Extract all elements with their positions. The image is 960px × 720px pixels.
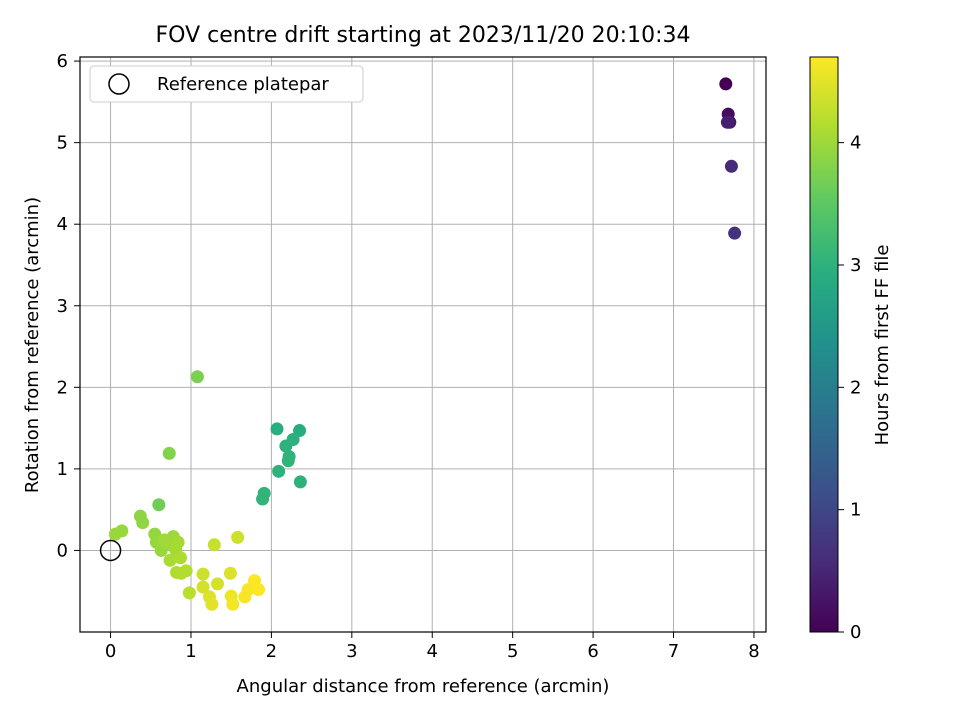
data-point: [174, 551, 188, 565]
data-point: [162, 446, 176, 460]
grid-lines: [80, 57, 766, 632]
y-tick-label: 5: [57, 133, 68, 154]
chart-title: FOV centre drift starting at 2023/11/20 …: [156, 23, 691, 48]
colorbar-label: Hours from first FF file: [872, 245, 893, 446]
y-tick-label: 1: [57, 459, 68, 480]
colorbar-tick-label: 0: [850, 622, 861, 643]
legend-entry-label: Reference platepar: [157, 74, 329, 95]
data-point: [293, 424, 307, 438]
colorbar-ticks: 0 1 2 3 4: [838, 133, 861, 643]
data-point: [182, 586, 196, 600]
x-tick-label: 2: [266, 641, 277, 662]
data-point: [108, 527, 122, 541]
colorbar-tick-label: 2: [850, 377, 861, 398]
y-axis-label: Rotation from reference (arcmin): [22, 197, 43, 493]
data-point: [205, 597, 219, 611]
data-points: [108, 77, 742, 611]
data-point: [724, 159, 738, 173]
data-point: [256, 492, 270, 506]
data-point: [196, 580, 210, 594]
legend-reference-marker: [108, 73, 130, 95]
reference-platepar-marker: [99, 539, 122, 562]
y-tick-label: 2: [57, 377, 68, 398]
data-point: [152, 498, 166, 512]
data-point: [231, 530, 245, 544]
colorbar: 0 1 2 3 4 Hours from first FF file: [809, 56, 893, 643]
y-tick-label: 3: [57, 296, 68, 317]
reference-point-group: [99, 539, 122, 562]
data-point: [279, 439, 293, 453]
x-tick-label: 1: [185, 641, 196, 662]
y-tick-label: 6: [57, 51, 68, 72]
data-point: [211, 577, 225, 591]
data-point: [163, 553, 177, 567]
x-tick-label: 8: [748, 641, 759, 662]
data-point: [226, 597, 240, 611]
data-point: [252, 583, 266, 597]
data-point: [270, 422, 284, 436]
colorbar-tick-label: 3: [850, 255, 861, 276]
x-axis-ticks: 0 1 2 3 4 5 6 7 8: [105, 632, 760, 662]
legend-box: [89, 65, 364, 103]
colorbar-gradient: [809, 56, 839, 633]
data-point: [241, 583, 255, 597]
data-point: [728, 226, 742, 240]
data-point: [207, 538, 221, 552]
plot-frame: [79, 56, 767, 633]
legend: Reference platepar: [89, 65, 364, 103]
data-point: [272, 464, 286, 478]
data-point: [281, 454, 295, 468]
data-point: [190, 370, 204, 384]
x-tick-label: 7: [668, 641, 679, 662]
data-point: [223, 566, 237, 580]
x-tick-label: 6: [587, 641, 598, 662]
data-point: [179, 564, 193, 578]
x-tick-label: 3: [346, 641, 357, 662]
x-tick-label: 5: [507, 641, 518, 662]
data-point: [293, 475, 307, 489]
data-point: [157, 533, 171, 547]
colorbar-tick-label: 1: [850, 500, 861, 521]
x-axis-label: Angular distance from reference (arcmin): [237, 676, 610, 697]
colorbar-tick-label: 4: [850, 133, 861, 154]
x-tick-label: 4: [427, 641, 438, 662]
data-point: [719, 77, 733, 91]
y-tick-label: 4: [57, 214, 68, 235]
x-tick-label: 0: [105, 641, 116, 662]
y-axis-ticks: 0 1 2 3 4 5 6: [57, 51, 80, 561]
data-point: [196, 567, 210, 581]
data-point: [133, 509, 147, 523]
y-tick-label: 0: [57, 540, 68, 561]
data-point: [720, 115, 734, 129]
